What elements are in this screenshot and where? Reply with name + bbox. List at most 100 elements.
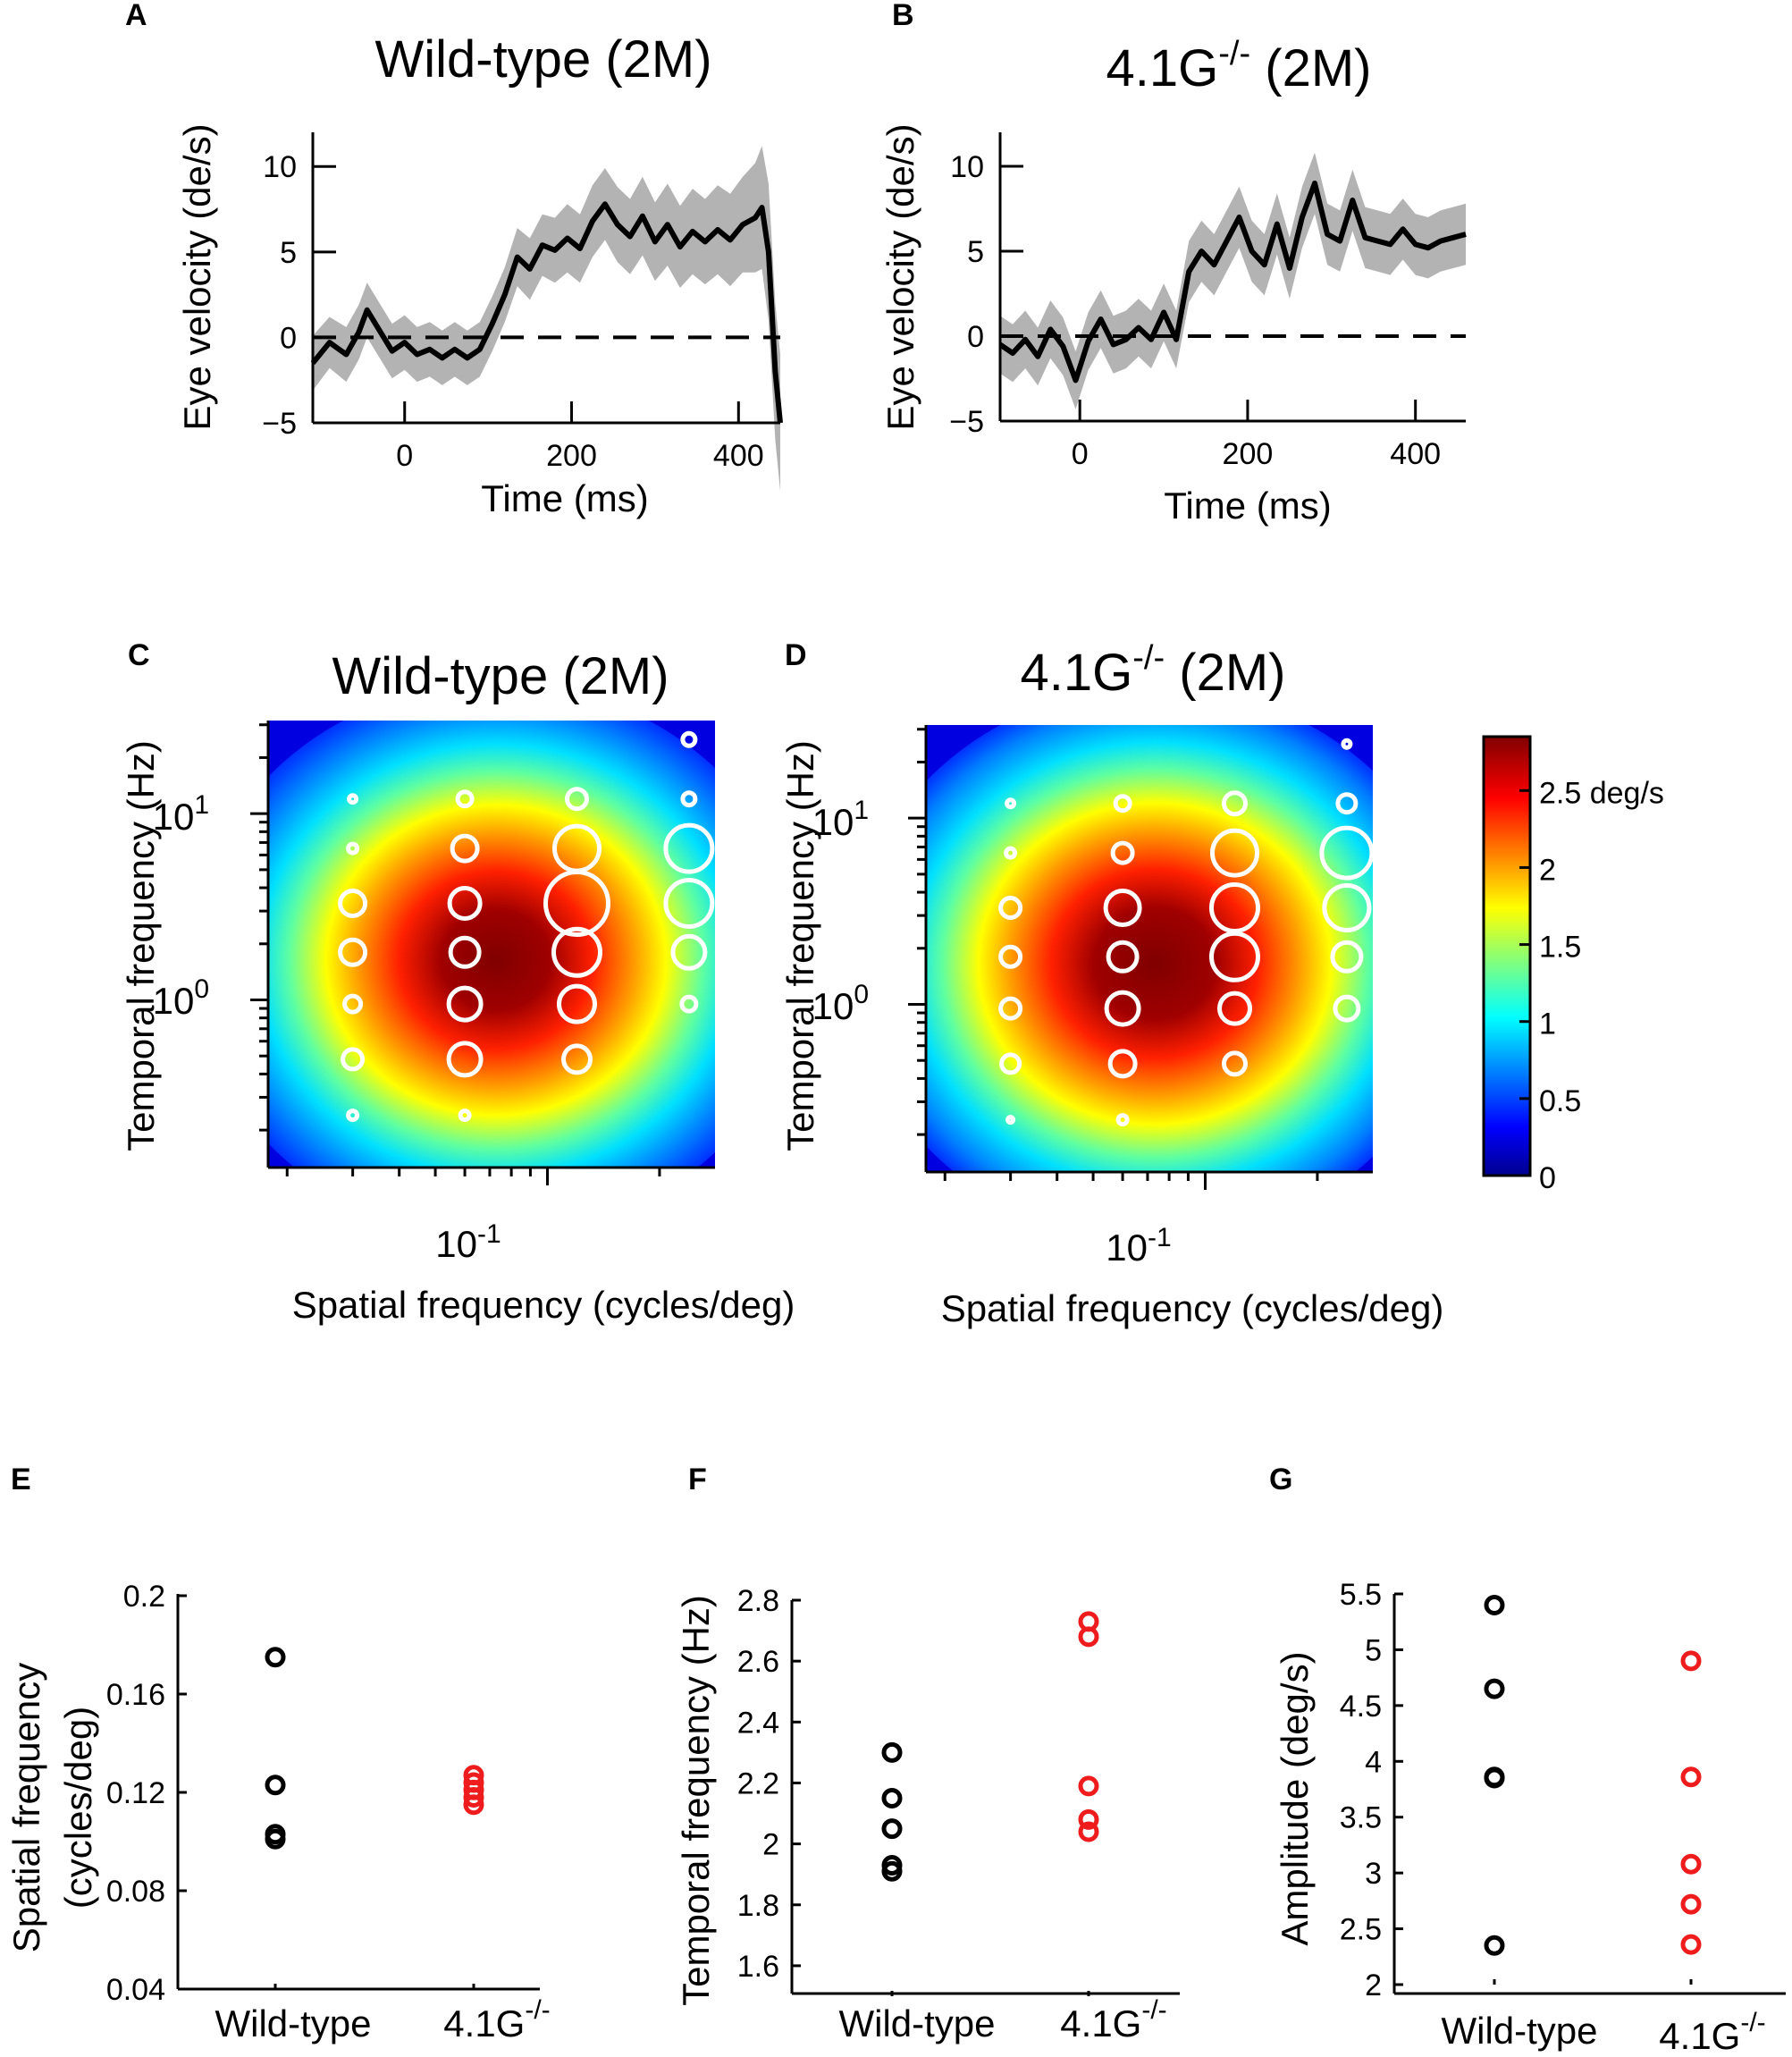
panel-d-title-main: 4.1G — [1021, 644, 1133, 702]
panel-c-data-circle — [795, 734, 806, 745]
panel-b-xtick-label: 200 — [1223, 437, 1274, 471]
panel-d-data-circle — [1107, 1049, 1138, 1079]
panel-c-xtick-base: 10 — [435, 1223, 477, 1265]
panel-g-ytick-label: 4 — [1365, 1745, 1382, 1779]
panel-e-xcat-wildtype: Wild-type — [215, 2002, 371, 2044]
panel-c-data-circle — [447, 886, 483, 921]
panel-f-ylabel: Temporal frequency (Hz) — [675, 1595, 717, 2006]
panel-c-data-circle — [565, 787, 589, 812]
panel-d-data-circle — [1104, 990, 1141, 1027]
panel-c-data-circle — [795, 843, 806, 854]
panel-f-point-mutant — [1078, 1821, 1099, 1842]
panel-c-data-circle — [450, 833, 480, 864]
panel-d-data-circle — [1217, 991, 1252, 1026]
panel-d-data-circle — [1335, 792, 1359, 815]
panel-d-data-circle — [998, 896, 1023, 920]
panel-c-data-circle — [338, 937, 368, 967]
panel-g-ytick-label: 5 — [1365, 1633, 1382, 1667]
panel-c-data-circle — [680, 730, 698, 748]
panel-g-point-mutant — [1680, 1893, 1702, 1915]
panel-d-ytick-label-1: 101 — [812, 796, 869, 843]
panel-d-data-circle — [1452, 950, 1465, 963]
panel-b-ytick-label: −5 — [949, 405, 984, 439]
panel-a-ylabel: Eye velocity (de/s) — [176, 123, 218, 430]
panel-f-ytick-label: 2.8 — [737, 1584, 779, 1618]
panel-d-data-circle — [1209, 931, 1260, 982]
panel-f-point-mutant — [1078, 1775, 1099, 1797]
panel-e-ytick-label: 0.16 — [106, 1678, 165, 1712]
panel-d-data-circle — [1209, 882, 1260, 933]
panel-c-data-circle — [795, 898, 807, 909]
panel-b-xtick-label: 400 — [1390, 437, 1441, 471]
panel-c-ytick-label-0: 100 — [153, 974, 209, 1022]
panel-c-heatmap — [268, 721, 715, 1168]
panel-f-ytick-label: 1.8 — [737, 1889, 779, 1923]
panel-c-data-circle — [557, 983, 597, 1024]
panel-f-ytick-label: 2 — [762, 1828, 779, 1862]
panel-b-ytick-label: 0 — [967, 320, 984, 354]
panel-f-point-mutant — [1078, 1626, 1099, 1648]
panel-a-ytick-label: 5 — [280, 236, 297, 270]
panel-f-ytick-label: 2.6 — [737, 1645, 779, 1679]
panel-a-letter: A — [125, 0, 147, 32]
panel-d-ytick-base-0: 10 — [812, 985, 854, 1027]
panel-b: B 4.1G-/- (2M) 10 5 0 −5 0 200 400 Eye veloci… — [879, 0, 1467, 527]
panel-d-ytick-exp-0: 0 — [854, 980, 869, 1009]
panel-e-ytick-label: 0.08 — [106, 1875, 165, 1909]
panel-c: C Wild-type (2M) 10-1 101 100 Temporal f… — [120, 638, 807, 1326]
panel-g-point-mutant — [1680, 1650, 1702, 1672]
panel-d-title-suffix: (2M) — [1165, 644, 1285, 702]
panel-d-ytick-label-0: 100 — [812, 980, 869, 1027]
panel-d-title: 4.1G-/- (2M) — [1021, 639, 1286, 702]
panel-a-xtick-label: 200 — [546, 439, 597, 473]
panel-g-xcat-mutant-sup: -/- — [1740, 2008, 1765, 2037]
panel-e-ytick-label: 0.04 — [106, 1973, 165, 2007]
colorbar-gradient — [1482, 735, 1532, 1177]
panel-e-letter: E — [11, 1463, 31, 1496]
panel-b-ytick-label: 5 — [967, 235, 984, 269]
panel-b-xlabel: Time (ms) — [1164, 485, 1331, 527]
panel-f-xcat-mutant-sup: -/- — [1141, 1995, 1166, 2025]
panel-g-ytick-label: 3 — [1365, 1857, 1382, 1891]
panel-f-point-wildtype — [881, 1818, 903, 1840]
panel-c-data-circle — [446, 1041, 484, 1078]
panel-c-data-circle — [342, 993, 364, 1015]
panel-d-data-circle — [1113, 794, 1132, 814]
panel-c-data-circle — [663, 878, 715, 929]
panel-d-xtick-exp: -1 — [1148, 1223, 1172, 1252]
panel-d-letter: D — [785, 638, 807, 672]
panel-c-title: Wild-type (2M) — [332, 647, 669, 705]
panel-c-data-circle — [795, 947, 806, 957]
panel-g-point-wildtype — [1484, 1595, 1505, 1615]
panel-f-ytick-label: 2.4 — [737, 1706, 779, 1740]
panel-g-xcat-wildtype: Wild-type — [1441, 2010, 1597, 2052]
panel-d-data-circle — [998, 996, 1023, 1021]
panel-f-point-wildtype — [881, 1860, 903, 1882]
panel-d-data-circle — [998, 944, 1023, 969]
panel-g-ytick-label: 2.5 — [1340, 1913, 1382, 1947]
panel-c-ytick-label-1: 101 — [153, 790, 209, 838]
panel-g-xcat-mutant-base: 4.1G — [1659, 2015, 1740, 2057]
panel-c-data-circle — [663, 822, 715, 874]
panel-a-ytick-label: 10 — [263, 150, 297, 184]
panel-c-data-circle — [551, 926, 602, 978]
panel-d-data-circle — [1341, 738, 1353, 750]
panel-c-data-circle — [455, 789, 475, 809]
panel-g-letter: G — [1269, 1463, 1292, 1496]
panel-d-data-circle — [999, 1052, 1022, 1075]
panel-g-point-wildtype — [1484, 1767, 1505, 1789]
panel-f-xcat-mutant-base: 4.1G — [1060, 2002, 1141, 2044]
panel-f-point-wildtype — [881, 1788, 903, 1808]
panel-e-ytick-label: 0.2 — [123, 1580, 165, 1614]
panel-b-title-main: 4.1G — [1106, 39, 1219, 97]
panel-d-data-circle — [1453, 738, 1464, 749]
panel-e-point-wildtype — [265, 1775, 286, 1796]
panel-g-point-mutant — [1680, 1766, 1702, 1788]
panel-d-data-circle — [1453, 903, 1464, 913]
panel-d-data-circle — [1222, 1050, 1248, 1077]
panel-e-xcat-mutant-base: 4.1G — [443, 2002, 525, 2044]
panel-d-data-circle — [1210, 828, 1259, 878]
panel-c-xtick-exp: -1 — [477, 1219, 501, 1249]
panel-d-xtick-base: 10 — [1106, 1227, 1148, 1269]
